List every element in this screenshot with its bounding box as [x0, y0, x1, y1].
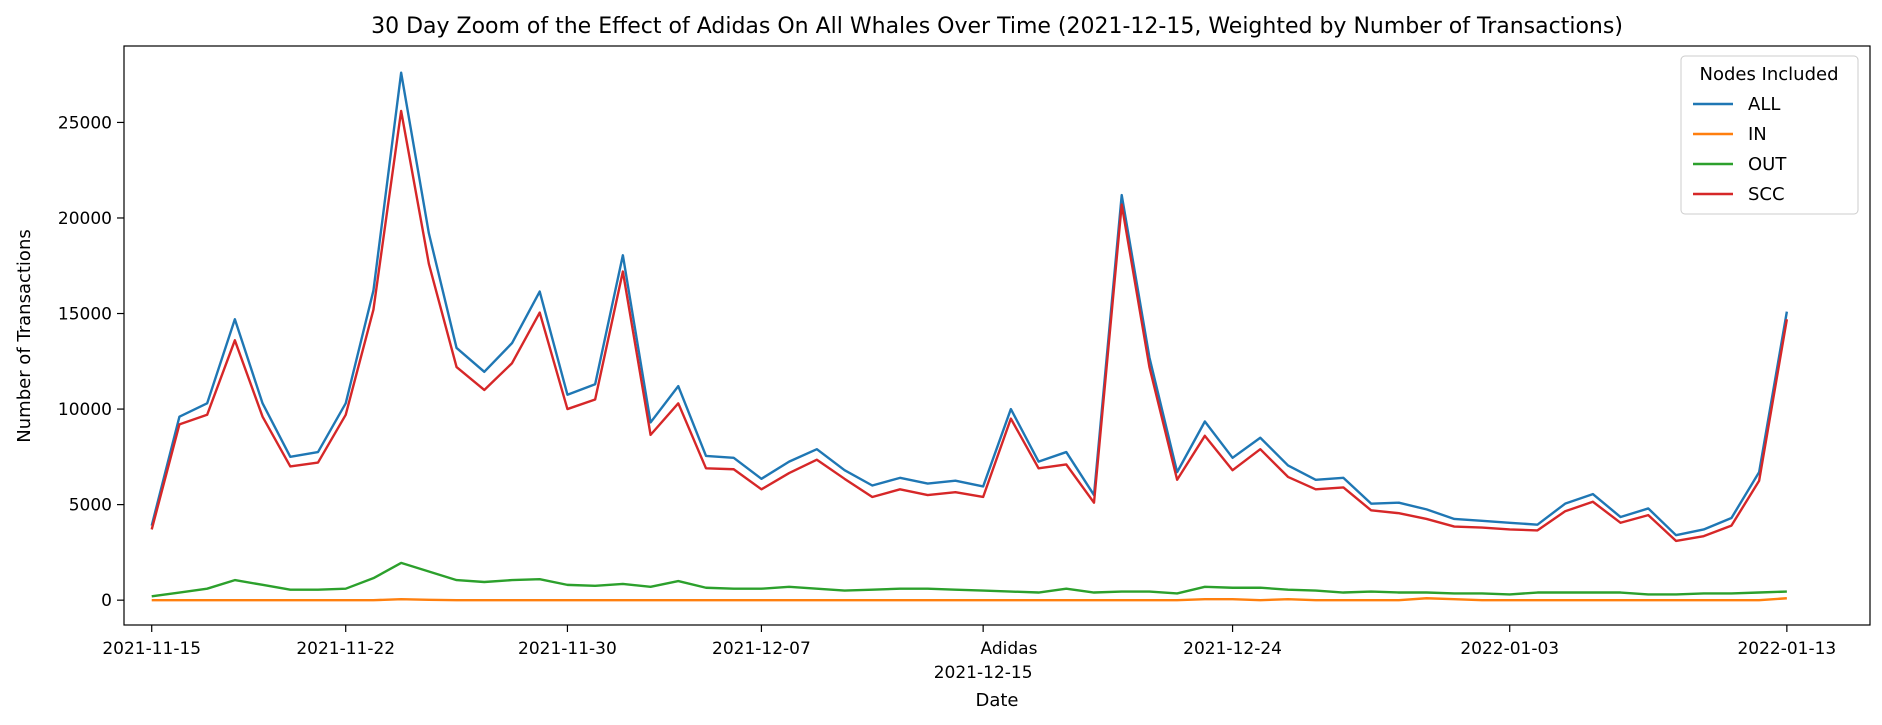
- x-tick-label: 2021-12-07: [712, 639, 811, 659]
- y-tick-label: 10000: [58, 400, 112, 420]
- legend-label-in: IN: [1748, 124, 1767, 145]
- series-layer: [150, 71, 1789, 602]
- x-tick-label: 2022-01-03: [1460, 639, 1559, 659]
- chart-title: 30 Day Zoom of the Effect of Adidas On A…: [371, 14, 1623, 39]
- y-tick-label: 15000: [58, 305, 112, 325]
- x-tick-label: 2021-11-15: [102, 639, 201, 659]
- legend-label-out: OUT: [1748, 154, 1787, 175]
- legend: Nodes Included ALL IN OUT SCC: [1680, 55, 1859, 215]
- plot-area: [123, 45, 1871, 626]
- x-tick-label: 2021-12-15: [934, 663, 1033, 683]
- series-line-all: [150, 71, 1789, 537]
- y-tick-label: 0: [101, 591, 112, 611]
- event-label: Adidas: [981, 639, 1038, 659]
- legend-title: Nodes Included: [1699, 64, 1838, 85]
- series-line-in: [151, 597, 1787, 602]
- plot-frame: [123, 45, 1871, 626]
- x-axis: 2021-11-15 2021-11-22 2021-11-30 2021-12-07…: [102, 625, 1836, 683]
- y-axis-label: Number of Transactions: [14, 229, 35, 442]
- y-tick-label: 25000: [58, 113, 112, 133]
- x-tick-label: 2022-01-13: [1737, 639, 1836, 659]
- legend-entries: ALL IN OUT SCC: [1693, 94, 1787, 205]
- y-tick-label: 5000: [69, 496, 112, 516]
- x-tick-label: 2021-11-30: [518, 639, 617, 659]
- x-tick-label: 2021-12-24: [1183, 639, 1282, 659]
- legend-label-all: ALL: [1748, 94, 1780, 115]
- y-axis: 0 5000 10000 15000 20000 25000: [58, 113, 124, 611]
- y-tick-label: 20000: [58, 209, 112, 229]
- legend-label-scc: SCC: [1748, 184, 1785, 205]
- series-line-out: [151, 561, 1787, 598]
- x-axis-label: Date: [975, 690, 1018, 711]
- x-tick-label: 2021-11-22: [296, 639, 395, 659]
- series-line-scc: [150, 109, 1789, 543]
- legend-frame: [1680, 55, 1859, 215]
